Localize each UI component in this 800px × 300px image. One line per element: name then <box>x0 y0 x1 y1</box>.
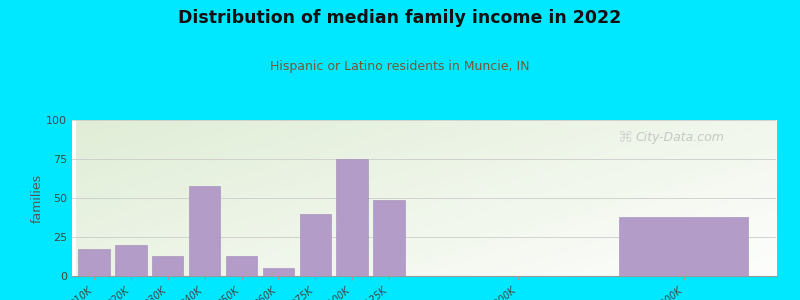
Bar <box>226 256 258 276</box>
Bar <box>337 159 368 276</box>
Bar <box>115 245 146 276</box>
Bar <box>262 268 294 276</box>
Text: Hispanic or Latino residents in Muncie, IN: Hispanic or Latino residents in Muncie, … <box>270 60 530 73</box>
Bar <box>619 217 748 276</box>
Y-axis label: families: families <box>30 173 43 223</box>
Bar <box>189 185 220 276</box>
Bar <box>300 214 331 276</box>
Text: Distribution of median family income in 2022: Distribution of median family income in … <box>178 9 622 27</box>
Text: City-Data.com: City-Data.com <box>635 131 724 144</box>
Text: ⌘: ⌘ <box>618 130 633 145</box>
Bar <box>78 250 110 276</box>
Bar <box>374 200 405 276</box>
Bar <box>152 256 183 276</box>
